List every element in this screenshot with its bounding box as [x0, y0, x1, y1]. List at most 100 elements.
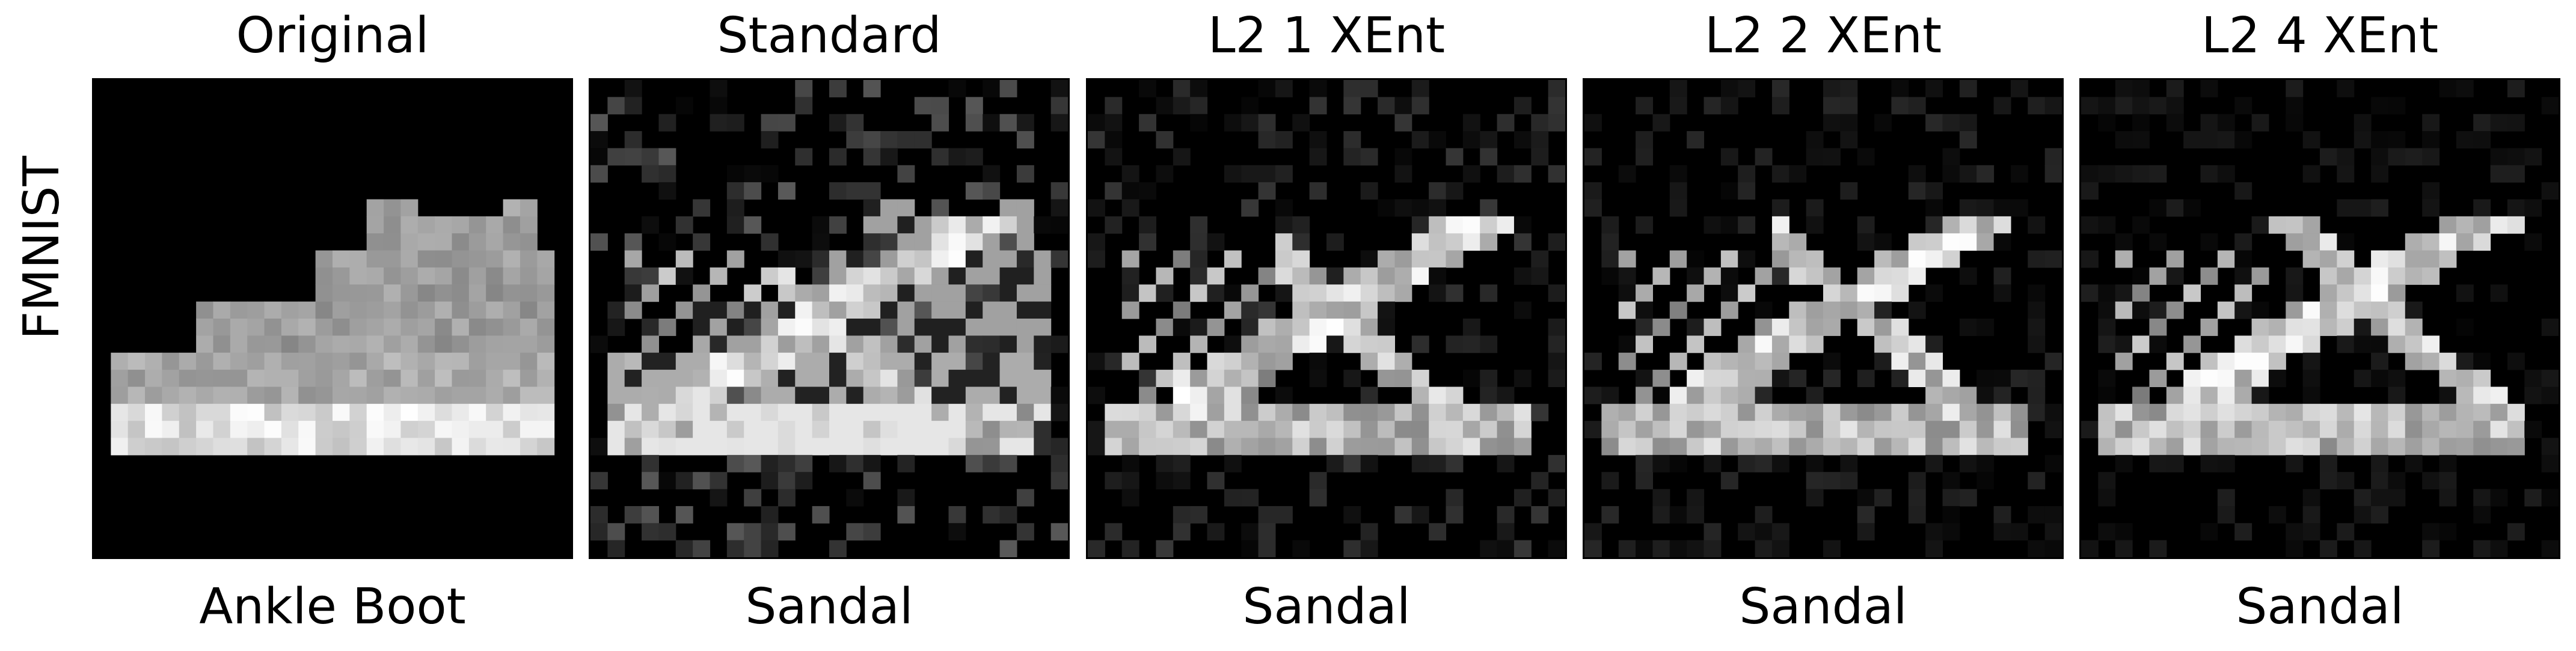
image-pixel [2507, 199, 2525, 217]
image-pixel [1258, 131, 1276, 148]
image-pixel [2388, 403, 2406, 421]
image-pixel [486, 421, 504, 439]
image-pixel [486, 403, 504, 421]
image-pixel [2200, 454, 2218, 472]
image-pixel [2354, 114, 2372, 132]
image-pixel [298, 335, 316, 353]
image-pixel [1309, 472, 1327, 490]
image-pixel [642, 319, 659, 336]
image-pixel [247, 387, 265, 405]
image-pixel [744, 284, 762, 302]
image-pixel [624, 352, 642, 370]
image-pixel [624, 387, 642, 405]
image-pixel [1636, 97, 1653, 115]
image-pixel [590, 335, 608, 353]
image-pixel [281, 352, 299, 370]
image-pixel [1771, 421, 1789, 439]
image-pixel [710, 438, 728, 456]
image-pixel [400, 250, 419, 268]
image-grid [111, 199, 555, 456]
image-pixel [983, 421, 1001, 439]
image-pixel [1840, 454, 1858, 472]
image-pixel [846, 301, 864, 319]
image-pixel [795, 250, 813, 268]
image-pixel [965, 352, 983, 370]
image-pixel [2234, 335, 2252, 353]
image-pixel [1429, 438, 1447, 456]
image-pixel [1874, 301, 1892, 319]
image-pixel [2166, 97, 2184, 115]
image-pixel [2541, 370, 2559, 387]
image-pixel [2234, 387, 2252, 405]
image-pixel [196, 387, 214, 405]
image-pixel [2028, 506, 2046, 524]
image-pixel [1378, 370, 1395, 387]
image-pixel [1190, 267, 1208, 285]
image-pixel [1755, 370, 1773, 387]
image-pixel [1993, 421, 2011, 439]
image-pixel [624, 97, 642, 115]
image-pixel [2507, 165, 2525, 183]
image-pixel [1704, 319, 1722, 336]
image-pixel [1241, 114, 1259, 132]
image-pixel [2473, 387, 2491, 405]
image-pixel [127, 352, 146, 370]
image-pixel [607, 319, 625, 336]
image-pixel [2044, 540, 2062, 557]
image-pixel [2507, 216, 2525, 234]
image-pixel [1652, 540, 1670, 557]
image-pixel [863, 335, 881, 353]
image-pixel [1462, 216, 1480, 234]
image-pixel [1360, 387, 1378, 405]
image-pixel [829, 335, 847, 353]
image-pixel [520, 403, 538, 421]
image-pixel [642, 472, 659, 490]
image-pixel [452, 319, 470, 336]
image-pixel [2337, 301, 2355, 319]
image-pixel [2507, 523, 2525, 541]
image-pixel [2371, 472, 2388, 490]
image-pixel [1925, 387, 1943, 405]
image-pixel [1173, 454, 1191, 472]
image-pixel [2149, 199, 2167, 217]
image-pixel [1446, 421, 1464, 439]
image-pixel [2439, 489, 2457, 507]
image-pixel [1601, 403, 1619, 421]
image-pixel [812, 421, 830, 439]
image-pixel [384, 301, 401, 319]
image-pixel [1446, 250, 1464, 268]
image-pixel [1497, 506, 1515, 524]
image-pixel [897, 165, 915, 183]
image-pixel [1840, 301, 1858, 319]
image-pixel [1704, 403, 1722, 421]
image-pixel [2251, 319, 2269, 336]
image-pixel [1480, 148, 1498, 166]
image-pixel [1190, 403, 1208, 421]
image-pixel [1789, 165, 1807, 183]
image-pixel [1652, 438, 1670, 456]
image-pixel [1959, 421, 1977, 439]
image-pixel [2354, 267, 2372, 285]
image-pixel [1411, 438, 1429, 456]
image-pixel [1720, 387, 1738, 405]
image-pixel [2405, 319, 2423, 336]
image-pixel [1105, 352, 1123, 370]
image-pixel [1548, 80, 1565, 97]
image-pixel [1976, 403, 1995, 421]
image-pixel [777, 472, 796, 490]
image-pixel [1497, 438, 1515, 456]
image-pixel [1738, 454, 1756, 472]
image-pixel [264, 370, 282, 387]
image-pixel [2490, 216, 2508, 234]
image-pixel [2217, 301, 2235, 319]
image-pixel [1891, 438, 1909, 456]
image-pixel [1121, 472, 1139, 490]
image-pixel [863, 523, 881, 541]
image-pixel [965, 301, 983, 319]
image-pixel [1050, 523, 1068, 541]
image-pixel [2320, 267, 2337, 285]
image-pixel [2149, 421, 2167, 439]
image-pixel [2098, 335, 2116, 353]
image-pixel [1360, 182, 1378, 200]
image-pixel [1156, 403, 1174, 421]
